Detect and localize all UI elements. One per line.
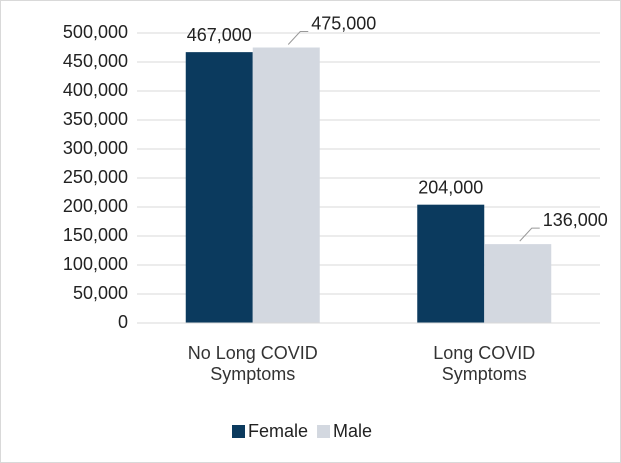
y-tick-label: 450,000 xyxy=(63,51,128,71)
data-label: 204,000 xyxy=(418,177,483,197)
leader-line xyxy=(519,227,540,242)
bar xyxy=(252,47,320,323)
bar xyxy=(185,52,253,323)
legend-label: Female xyxy=(248,421,308,441)
data-label: 475,000 xyxy=(311,13,376,33)
y-tick-label: 250,000 xyxy=(63,167,128,187)
y-tick-label: 400,000 xyxy=(63,80,128,100)
data-label: 467,000 xyxy=(187,25,252,45)
data-label: 136,000 xyxy=(543,210,608,230)
y-tick-label: 50,000 xyxy=(73,283,128,303)
x-tick-label: No Long COVID Symptoms xyxy=(187,343,318,384)
leader-line xyxy=(287,31,309,45)
y-tick-label: 150,000 xyxy=(63,225,128,245)
y-tick-label: 100,000 xyxy=(63,254,128,274)
bar xyxy=(417,204,485,323)
y-tick-label: 300,000 xyxy=(63,138,128,158)
bar xyxy=(484,244,552,323)
y-tick-label: 200,000 xyxy=(63,196,128,216)
y-tick-label: 0 xyxy=(118,312,128,332)
y-tick-label: 500,000 xyxy=(63,22,128,42)
legend-label: Male xyxy=(333,421,372,441)
legend-swatch xyxy=(232,425,245,438)
x-tick-label: Long COVID Symptoms xyxy=(433,343,536,384)
legend-swatch xyxy=(317,425,331,438)
y-tick-label: 350,000 xyxy=(63,109,128,129)
